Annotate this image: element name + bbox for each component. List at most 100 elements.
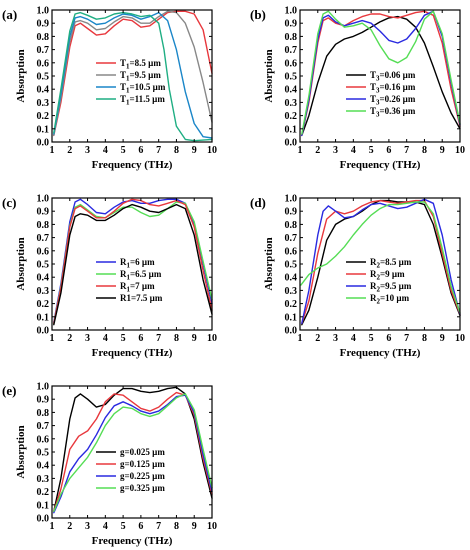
y-tick-label: 0.9 bbox=[285, 207, 298, 218]
y-tick-label: 0.2 bbox=[37, 299, 50, 310]
x-tick-label: 1 bbox=[298, 145, 303, 156]
y-tick-label: 0.5 bbox=[37, 448, 50, 459]
y-tick-label: 0.1 bbox=[37, 312, 50, 323]
x-tick-label: 9 bbox=[192, 521, 197, 532]
y-tick-label: 0.1 bbox=[285, 124, 298, 135]
legend-entry: T3=0.06 µm bbox=[370, 70, 416, 83]
y-tick-label: 0.3 bbox=[37, 98, 50, 109]
series-line-a-1 bbox=[53, 10, 213, 137]
series-line-e-3 bbox=[53, 393, 213, 513]
y-tick-label: 0.7 bbox=[285, 233, 298, 244]
x-tick-label: 1 bbox=[298, 333, 303, 344]
y-tick-label: 0.7 bbox=[37, 421, 50, 432]
y-tick-label: 0.4 bbox=[285, 273, 298, 284]
panel-c: 1 2 3 4 5 6 7 8 9 10 0.0 0.1 0.2 0.3 0.4 0.5 0.6 0.7 0.8 0.… bbox=[2, 194, 217, 360]
series-line-b-1 bbox=[301, 10, 461, 137]
panel-label: (d) bbox=[250, 195, 266, 210]
legend-entry: T1=10.5 µm bbox=[120, 82, 166, 95]
x-tick-label: 10 bbox=[207, 145, 217, 156]
legend-entry: g=0.125 µm bbox=[120, 459, 165, 469]
y-tick-label: 0.8 bbox=[285, 220, 298, 231]
x-tick-label: 3 bbox=[333, 145, 338, 156]
y-tick-label: 0.4 bbox=[37, 85, 50, 96]
y-tick-label: 0.3 bbox=[285, 286, 298, 297]
x-tick-label: 10 bbox=[207, 333, 217, 344]
legend-entry: R1=7 µm bbox=[120, 281, 155, 294]
legend-entry: R1=7.5 µm bbox=[120, 293, 163, 303]
y-tick-label: 0.8 bbox=[285, 32, 298, 43]
x-tick-label: 7 bbox=[404, 333, 409, 344]
x-tick-label: 2 bbox=[315, 333, 320, 344]
x-tick-label: 5 bbox=[121, 145, 126, 156]
legend-entry: R2=10 µm bbox=[370, 293, 410, 306]
x-tick-label: 5 bbox=[369, 333, 374, 344]
x-tick-label: 7 bbox=[156, 521, 161, 532]
panel-a: 1 2 3 4 5 6 7 8 9 10 0.0 0.1 0.2 0.3 0.4 0.5 0.6 0.7 0.8 0.… bbox=[2, 6, 217, 172]
x-tick-label: 4 bbox=[351, 333, 356, 344]
x-tick-label: 3 bbox=[85, 145, 90, 156]
legend-entry: T1=9.5 µm bbox=[120, 70, 161, 83]
series-line-b-3 bbox=[301, 10, 461, 135]
y-tick-label: 1.0 bbox=[285, 6, 298, 17]
x-tick-label: 2 bbox=[67, 521, 72, 532]
x-tick-label: 4 bbox=[351, 145, 356, 156]
legend-entry: R2=9 µm bbox=[370, 269, 405, 282]
panel-label: (b) bbox=[250, 7, 266, 22]
x-tick-label: 5 bbox=[121, 521, 126, 532]
x-tick-label: 5 bbox=[369, 145, 374, 156]
y-tick-label: 0.6 bbox=[37, 246, 50, 257]
panel-d: 1 2 3 4 5 6 7 8 9 10 0.0 0.1 0.2 0.3 0.4 0.5 0.6 0.7 0.8 0.… bbox=[250, 194, 465, 360]
y-tick-label: 0.4 bbox=[37, 273, 50, 284]
y-tick-label: 0.4 bbox=[37, 461, 50, 472]
y-tick-label: 0.1 bbox=[37, 500, 50, 511]
y-tick-label: 1.0 bbox=[285, 194, 298, 205]
y-tick-label: 0.9 bbox=[37, 19, 50, 30]
x-tick-label: 9 bbox=[440, 333, 445, 344]
y-tick-label: 0.0 bbox=[37, 138, 50, 149]
legend-entry: g=0.325 µm bbox=[120, 483, 165, 493]
x-tick-label: 7 bbox=[404, 145, 409, 156]
y-tick-label: 0.5 bbox=[285, 72, 298, 83]
y-tick-label: 0.9 bbox=[37, 207, 50, 218]
x-tick-label: 8 bbox=[174, 333, 179, 344]
panel-e: 1 2 3 4 5 6 7 8 9 10 0.0 0.1 0.2 0.3 0.4 0.5 0.6 0.7 0.8 0.… bbox=[2, 382, 217, 548]
x-tick-label: 1 bbox=[50, 145, 55, 156]
y-tick-label: 0.3 bbox=[285, 98, 298, 109]
y-axis-label: Absorption bbox=[15, 425, 27, 478]
y-tick-label: 0.3 bbox=[37, 286, 50, 297]
x-tick-label: 1 bbox=[50, 521, 55, 532]
y-tick-label: 0.2 bbox=[285, 111, 298, 122]
x-tick-label: 7 bbox=[156, 333, 161, 344]
y-tick-label: 0.0 bbox=[285, 326, 298, 337]
legend-entry: R1=6 µm bbox=[120, 257, 155, 270]
series-line-d-3 bbox=[300, 201, 461, 314]
y-tick-label: 0.6 bbox=[37, 58, 50, 69]
x-tick-label: 9 bbox=[440, 145, 445, 156]
x-tick-label: 7 bbox=[156, 145, 161, 156]
x-axis-label: Frequency (THz) bbox=[92, 159, 173, 171]
panel-b: 1 2 3 4 5 6 7 8 9 10 0.0 0.1 0.2 0.3 0.4 0.5 0.6 0.7 0.8 0.… bbox=[250, 6, 465, 172]
x-axis-label: Frequency (THz) bbox=[340, 159, 421, 171]
y-tick-label: 0.6 bbox=[285, 246, 298, 257]
x-tick-label: 4 bbox=[103, 333, 108, 344]
x-tick-label: 1 bbox=[50, 333, 55, 344]
legend-entry: g=0.025 µm bbox=[120, 447, 165, 457]
legend-entry: R2=8.5 µm bbox=[370, 257, 412, 270]
y-tick-label: 0.8 bbox=[37, 32, 50, 43]
y-axis-label: Absorption bbox=[263, 49, 275, 102]
y-tick-label: 0.5 bbox=[37, 72, 50, 83]
x-tick-label: 6 bbox=[138, 333, 143, 344]
y-tick-label: 0.8 bbox=[37, 220, 50, 231]
series-line-a-2 bbox=[53, 11, 213, 139]
y-tick-label: 0.5 bbox=[37, 260, 50, 271]
x-tick-label: 6 bbox=[386, 145, 391, 156]
panel-label: (c) bbox=[2, 195, 16, 210]
y-tick-label: 0.6 bbox=[285, 58, 298, 69]
y-tick-label: 0.9 bbox=[285, 19, 298, 30]
x-tick-label: 2 bbox=[67, 333, 72, 344]
y-tick-label: 0.8 bbox=[37, 408, 50, 419]
series-line-c-3 bbox=[53, 203, 213, 326]
x-tick-label: 4 bbox=[103, 521, 108, 532]
x-tick-label: 9 bbox=[192, 145, 197, 156]
